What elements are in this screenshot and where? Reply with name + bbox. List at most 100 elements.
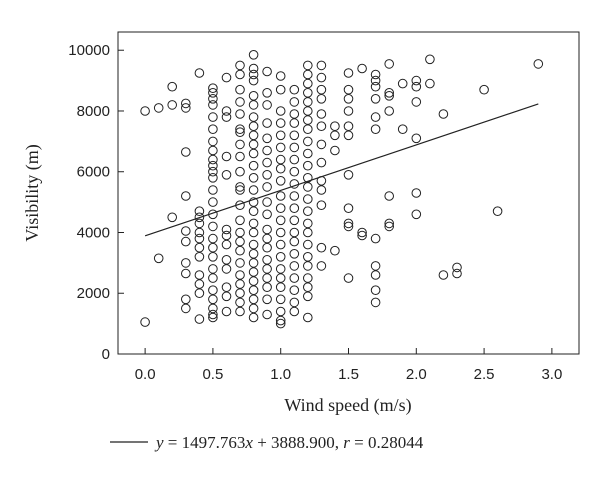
data-point (248, 69, 259, 80)
data-point (343, 221, 354, 232)
data-point (153, 103, 164, 113)
data-point (208, 285, 218, 296)
data-point (262, 273, 272, 283)
data-point (262, 233, 272, 244)
data-point (248, 185, 259, 195)
data-point (208, 251, 218, 262)
data-point (343, 218, 354, 229)
data-point (384, 59, 395, 69)
data-point (303, 160, 313, 171)
data-point (235, 297, 245, 308)
data-point (370, 94, 381, 104)
legend-r-var: r (343, 433, 350, 452)
data-point (370, 285, 381, 296)
data-point (316, 200, 327, 210)
y-tick-label: 8000 (77, 103, 110, 120)
data-point (235, 258, 245, 268)
data-point (262, 170, 272, 180)
data-point (181, 258, 191, 268)
data-point (275, 215, 286, 226)
data-point (275, 282, 286, 293)
data-point (452, 262, 462, 273)
data-point (275, 163, 286, 174)
data-point (289, 118, 300, 128)
data-point (235, 151, 245, 162)
data-point (438, 109, 449, 119)
data-point (194, 206, 205, 216)
data-point (208, 273, 218, 283)
data-point (384, 221, 395, 232)
data-point (303, 106, 313, 116)
data-point (208, 145, 218, 156)
data-point (248, 312, 259, 323)
data-point (140, 317, 150, 327)
data-point (411, 209, 422, 220)
data-point (316, 84, 327, 95)
data-point (316, 109, 327, 119)
data-point (330, 145, 340, 156)
data-point (248, 239, 259, 250)
data-point (303, 312, 313, 323)
data-point (181, 236, 191, 247)
data-point (235, 84, 245, 95)
data-point (235, 60, 245, 71)
legend-y-var: y (154, 433, 164, 452)
data-point (275, 191, 286, 201)
data-point (370, 124, 381, 134)
data-point (235, 236, 245, 247)
data-point (370, 297, 381, 308)
data-point (235, 182, 245, 192)
data-point (316, 139, 327, 150)
data-point (303, 206, 313, 216)
data-point (425, 54, 435, 65)
data-point (289, 227, 300, 238)
data-point (194, 233, 205, 244)
data-point (316, 72, 327, 83)
legend-r-text: = 0.28044 (350, 433, 424, 452)
y-tick-label: 0 (102, 346, 110, 363)
data-point (262, 182, 272, 192)
data-point (262, 309, 272, 320)
data-point (303, 115, 313, 125)
data-point (452, 268, 462, 279)
data-point (330, 245, 340, 256)
data-point (194, 227, 205, 238)
data-point (248, 285, 259, 296)
data-point (303, 239, 313, 250)
data-point (235, 227, 245, 238)
data-point (330, 130, 340, 141)
data-point (248, 206, 259, 216)
legend-x-var: x (244, 433, 253, 452)
data-point (370, 261, 381, 271)
data-point (275, 154, 286, 165)
data-point (208, 264, 218, 274)
data-point (248, 276, 259, 286)
data-point (289, 285, 300, 296)
data-point (262, 224, 272, 235)
data-point (194, 314, 205, 324)
data-point (533, 59, 544, 69)
data-point (181, 103, 191, 113)
data-point (262, 294, 272, 305)
data-point (303, 88, 313, 98)
data-point (208, 94, 218, 104)
data-point (289, 306, 300, 317)
points-layer (140, 50, 544, 329)
data-point (303, 124, 313, 134)
data-point (384, 218, 395, 229)
data-point (303, 261, 313, 271)
data-point (289, 297, 300, 308)
data-point (208, 136, 218, 147)
data-point (303, 148, 313, 159)
data-point (208, 154, 218, 165)
data-point (275, 142, 286, 153)
data-point (289, 203, 300, 213)
data-point (248, 249, 259, 259)
data-point (221, 264, 232, 274)
data-point (343, 68, 354, 78)
data-point (289, 166, 300, 177)
data-point (289, 191, 300, 201)
data-point (208, 233, 218, 244)
data-point (303, 136, 313, 147)
